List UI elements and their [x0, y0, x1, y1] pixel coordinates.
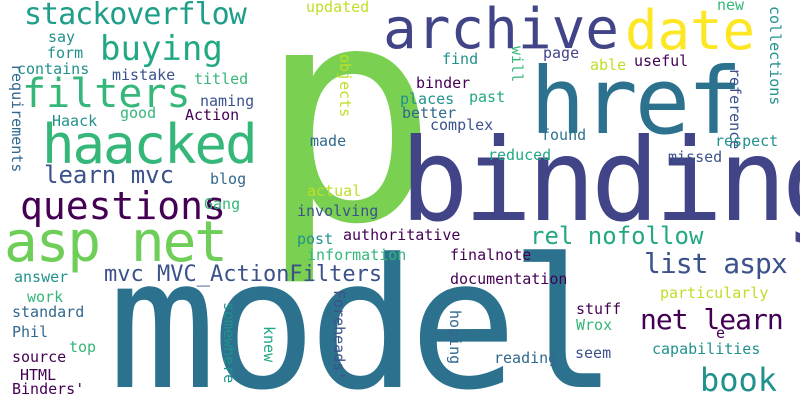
word-top: top — [69, 338, 97, 356]
word-complex: complex — [430, 116, 494, 134]
word-action: Action — [185, 106, 240, 124]
word-buying: buying — [100, 29, 223, 69]
word-collections: collections — [766, 6, 784, 106]
word-stuff: stuff — [576, 300, 622, 318]
word-list-aspx: list aspx — [644, 247, 788, 280]
word-naming: naming — [200, 92, 255, 110]
word-page: page — [543, 44, 580, 62]
word-answer: answer — [14, 268, 69, 286]
word-href: href — [530, 48, 743, 155]
word-reading: reading — [494, 349, 558, 367]
word-good: good — [120, 104, 157, 122]
word-model: model — [108, 221, 618, 400]
word-html: HTML — [20, 366, 57, 384]
word-binding: binding — [400, 114, 800, 247]
word-binders: Binders' — [12, 380, 85, 398]
word-archive: archive — [383, 0, 620, 62]
word-information: information — [307, 246, 407, 264]
word-seem: seem — [575, 344, 612, 362]
word-net-learn: net learn — [640, 303, 784, 336]
word-haack: Haack — [52, 112, 98, 130]
word-asp-net: asp net — [4, 210, 228, 275]
word-mvc-actionfilters: mvc MVC_ActionFilters — [104, 262, 383, 287]
word-reduced: reduced — [488, 146, 552, 164]
word-knew: knew — [260, 326, 278, 363]
word-stackoverflow: stackoverflow — [24, 0, 247, 32]
word-places: places — [400, 90, 455, 108]
word-particularly: particularly — [660, 284, 769, 302]
word-new: new — [717, 0, 745, 14]
word-somewhere: somewhere — [220, 302, 238, 384]
word-actual: actual — [307, 182, 362, 200]
word-involving: involving — [297, 202, 379, 220]
word-learn-mvc: learn mvc — [44, 161, 175, 189]
word-gang: Gang — [204, 195, 241, 213]
word-p: p — [258, 0, 439, 290]
word-filters: filters — [22, 71, 191, 117]
word-useful: useful — [634, 52, 689, 70]
word-respect: respect — [715, 132, 779, 150]
word-objects: objects — [336, 54, 354, 118]
word-better: better — [402, 104, 457, 122]
word-say: say — [48, 28, 76, 46]
word-able: able — [590, 56, 627, 74]
word-will: will — [508, 46, 526, 83]
word-found: found — [541, 126, 587, 144]
word-blog: blog — [210, 170, 247, 188]
word-form: form — [47, 44, 84, 62]
word-titled: titled — [194, 70, 249, 88]
word-contains: contains — [17, 60, 90, 78]
word-mistake: mistake — [112, 66, 176, 84]
word-hoping: hoping — [446, 310, 464, 365]
word-made: made — [310, 132, 347, 150]
word-foreheads: Foreheads' — [330, 290, 348, 381]
word-source: source — [12, 348, 67, 366]
word-authoritative: authoritative — [343, 226, 461, 244]
word-work: work — [27, 288, 64, 306]
word-updated: updated — [306, 0, 370, 16]
word-documentation: documentation — [450, 270, 568, 288]
word-past: past — [469, 88, 506, 106]
word-missed: missed — [668, 148, 723, 166]
word-date: date — [625, 0, 756, 62]
word-book: book — [700, 361, 778, 399]
word-phil: Phil — [12, 323, 49, 341]
word-post: post — [297, 230, 334, 248]
word-requirements: requirements — [8, 64, 26, 173]
word-finalnote: finalnote — [450, 246, 532, 264]
word-find: find — [442, 50, 479, 68]
word-rel-nofollow: rel nofollow — [530, 222, 704, 250]
word-binder: binder — [416, 74, 471, 92]
word-e: e — [716, 324, 726, 342]
word-capabilities: capabilities — [652, 340, 761, 358]
word-haacked: haacked — [42, 113, 258, 176]
word-standard: standard — [12, 303, 85, 321]
word-wrox: Wrox — [576, 316, 613, 334]
word-questions: questions — [20, 184, 226, 228]
